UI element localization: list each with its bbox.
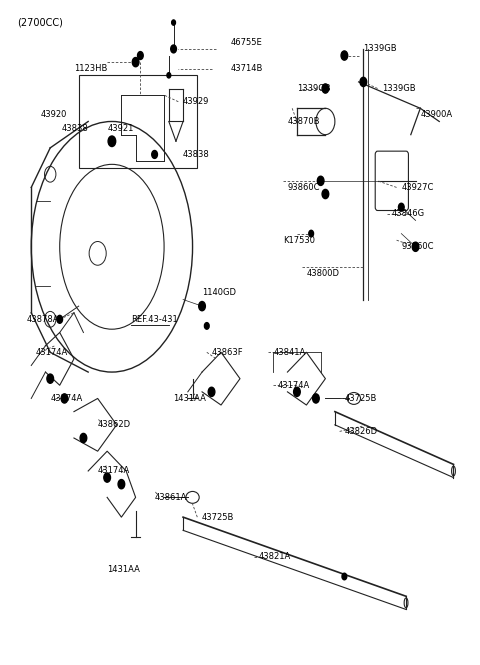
Circle shape: [309, 230, 313, 237]
Circle shape: [80, 434, 87, 443]
Circle shape: [118, 479, 125, 489]
Text: REF.43-431: REF.43-431: [131, 315, 178, 324]
Text: (2700CC): (2700CC): [17, 17, 63, 27]
Text: 43714B: 43714B: [230, 65, 263, 73]
Circle shape: [360, 77, 367, 86]
Text: 43800D: 43800D: [306, 269, 339, 278]
Text: 43900A: 43900A: [420, 110, 453, 120]
Text: 93860C: 93860C: [288, 183, 320, 192]
Text: 1339GB: 1339GB: [383, 84, 416, 93]
Circle shape: [132, 57, 139, 66]
Circle shape: [204, 323, 209, 329]
Text: 43841A: 43841A: [273, 348, 305, 357]
Circle shape: [172, 20, 176, 25]
Circle shape: [322, 190, 329, 199]
Circle shape: [341, 51, 348, 60]
Text: 46755E: 46755E: [230, 38, 262, 47]
Circle shape: [199, 301, 205, 311]
Text: 1431AA: 1431AA: [107, 565, 140, 575]
Circle shape: [317, 176, 324, 186]
Circle shape: [167, 72, 171, 78]
Text: 43838: 43838: [183, 150, 210, 159]
Text: 43863F: 43863F: [212, 348, 243, 357]
Text: 43862D: 43862D: [97, 420, 131, 430]
Circle shape: [57, 315, 62, 323]
Text: 43174A: 43174A: [36, 348, 68, 357]
Circle shape: [322, 84, 329, 93]
Text: 1140GD: 1140GD: [202, 289, 236, 297]
Text: 43821A: 43821A: [259, 552, 291, 561]
Text: 43846G: 43846G: [392, 209, 425, 218]
Circle shape: [208, 387, 215, 396]
Text: 43174A: 43174A: [97, 466, 130, 475]
Circle shape: [342, 573, 347, 580]
Circle shape: [152, 150, 157, 158]
Text: 43174A: 43174A: [50, 394, 83, 403]
Text: 1339GB: 1339GB: [363, 45, 397, 53]
Circle shape: [108, 136, 116, 146]
Circle shape: [412, 242, 419, 251]
Text: 43725B: 43725B: [202, 513, 234, 521]
Text: 43878A: 43878A: [26, 315, 59, 324]
Text: 43870B: 43870B: [288, 117, 320, 126]
Text: 43725B: 43725B: [344, 394, 377, 403]
Circle shape: [312, 394, 319, 403]
Text: 1339GB: 1339GB: [297, 84, 331, 93]
Text: 1431AA: 1431AA: [174, 394, 206, 403]
Text: 43174A: 43174A: [278, 381, 310, 390]
Text: 43921: 43921: [107, 124, 133, 132]
Bar: [79, 75, 197, 168]
Circle shape: [294, 387, 300, 396]
Text: 43838: 43838: [61, 124, 88, 132]
Circle shape: [61, 394, 68, 403]
Text: 43929: 43929: [183, 97, 209, 106]
Circle shape: [47, 374, 54, 383]
Text: 1123HB: 1123HB: [74, 65, 107, 73]
Text: 43927C: 43927C: [401, 183, 434, 192]
Text: 93860C: 93860C: [401, 242, 434, 251]
Text: 43920: 43920: [41, 110, 67, 120]
Circle shape: [398, 203, 404, 211]
Text: 43826D: 43826D: [344, 427, 377, 436]
Circle shape: [171, 45, 177, 53]
Circle shape: [137, 52, 143, 59]
Text: 43861A: 43861A: [155, 493, 187, 502]
Circle shape: [104, 473, 110, 482]
Text: K17530: K17530: [283, 235, 315, 245]
